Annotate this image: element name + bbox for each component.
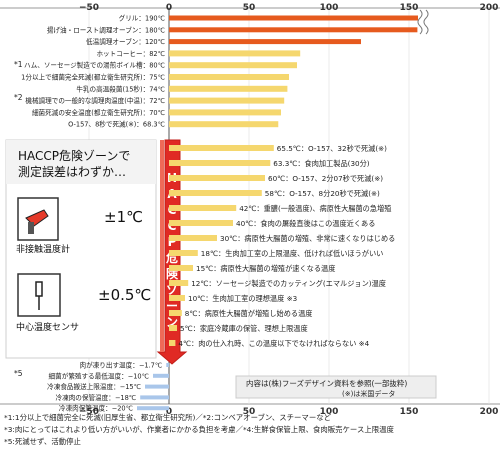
bar xyxy=(137,406,169,411)
noncontact-thermometer-icon xyxy=(17,197,59,241)
bar xyxy=(169,74,289,80)
bar xyxy=(169,50,301,57)
bar xyxy=(169,295,185,301)
bar-label: O-157、8秒で死滅(※)：68.3℃ xyxy=(68,120,165,129)
bar xyxy=(169,190,262,196)
bar xyxy=(169,15,427,21)
bar xyxy=(169,160,271,166)
bar-label: 低温調理オーブン：120℃ xyxy=(86,37,165,46)
x-tick-label: 50 xyxy=(243,407,256,417)
bar-label: 10℃：生肉加工室の理想温度 ※3 xyxy=(188,294,297,303)
bar xyxy=(169,85,288,92)
bar xyxy=(169,220,233,226)
bar-label: 5℃：家庭冷蔵庫の保管、理想上限温度 xyxy=(180,324,308,333)
bar xyxy=(169,109,281,116)
bar-label: 42℃：重膿(一般温度)、病原性大腸菌の急増殖 xyxy=(239,204,391,213)
footnote-3: *5:死滅せず、活動停止 xyxy=(4,437,81,446)
x-tick-labels: −50 −50 0 0 50 50 100 100 150 150 200 200 xyxy=(79,3,498,417)
x-tick-label: 50 xyxy=(243,3,256,13)
bar-label: 60℃：O-157、2分07秒で死滅(※) xyxy=(268,174,383,183)
bar-label: 1分以上で細菌完全死滅(都立衛生研究所)：75℃ xyxy=(21,73,165,82)
bar-label: 58℃：O-157、8分20秒で死滅(※) xyxy=(265,189,380,198)
core-accuracy: ±0.5℃ xyxy=(98,286,151,304)
x-tick-label: 150 xyxy=(400,407,419,417)
bar-label: 冷凍食品搬送上限温度：−15℃ xyxy=(47,382,141,391)
bars xyxy=(137,15,427,411)
x-tick-label: −50 xyxy=(79,407,99,417)
bar xyxy=(169,97,285,104)
bar-label: 細菌が繁殖する最低温度：−10℃ xyxy=(49,371,149,380)
core-name: 中心温度センサ xyxy=(16,321,79,333)
bar xyxy=(169,310,182,316)
bar-label: 機械調理での一般的な調理肉温度(中温)：72℃ xyxy=(25,96,165,105)
bar xyxy=(169,175,265,181)
noncontact-accuracy: ±1℃ xyxy=(104,208,143,226)
x-tick-label: −50 xyxy=(79,3,99,13)
bar-labels: グリル：190℃ 揚げ油・ロースト調理オーブン：180℃ 低温調理オーブン：120℃… xyxy=(21,14,395,413)
bar xyxy=(169,62,297,69)
bar-label: 63.3℃：食肉加工製品(30分) xyxy=(273,159,370,168)
bar-label: グリル：190℃ xyxy=(119,14,165,23)
bar xyxy=(166,363,169,367)
haccp-zone-char: ー xyxy=(166,299,178,313)
bar-label: 冷凍肉保管温度：−20℃ xyxy=(59,404,133,413)
bar xyxy=(169,205,237,211)
bar xyxy=(140,395,169,400)
bar xyxy=(169,280,189,286)
bar-label: 揚げ油・ロースト調理オーブン：180℃ xyxy=(47,25,165,34)
x-tick-label: 0 xyxy=(166,407,172,417)
bar xyxy=(169,39,361,45)
bar-label: 65.5℃：O-157、32秒で死滅(※) xyxy=(277,144,387,153)
bar xyxy=(169,235,217,241)
bar xyxy=(169,145,274,151)
x-tick-label: 100 xyxy=(320,3,339,13)
bar-label: 肉が凍り出す温度：−1.7℃ xyxy=(80,361,163,370)
x-tick-label: 100 xyxy=(320,407,339,417)
x-tick-label: 150 xyxy=(400,3,419,13)
bar xyxy=(169,340,176,346)
bar-label: 18℃：生肉加工室の上限温度、低ければ低いほうがいい xyxy=(201,249,384,258)
bar xyxy=(169,121,279,128)
x-tick-label: 0 xyxy=(166,3,172,13)
bar xyxy=(169,265,193,271)
x-tick-label: 200 xyxy=(480,407,499,417)
core-sensor-icon xyxy=(17,273,61,317)
source-line-2: (※)は米国データ xyxy=(342,389,395,398)
bar-label: 15℃：病原性大腸菌の増殖が速くなる温度 xyxy=(196,264,335,273)
bar xyxy=(153,373,169,378)
bar-label: 30℃：病原性大腸菌の増殖、非常に速くなりはじめる xyxy=(220,234,395,243)
x-tick-label: 200 xyxy=(480,3,499,13)
bar-label: ハム、ソーセージ製造での湯煎ボイル槽：80℃ xyxy=(24,61,165,70)
bar-label: 12℃：ソーセージ製造でのカッティング(エマルジョン)温度 xyxy=(191,279,386,288)
bar-label: 4℃：肉の仕入れ時、この温度以下でなければならない ※4 xyxy=(178,339,369,348)
bar-label: 40℃：食肉の屠殺直後はこの温度近くある xyxy=(236,219,375,228)
haccp-question-line2: 測定誤差はわずか… xyxy=(18,164,126,179)
note-star-2: *2 xyxy=(14,93,23,102)
haccp-zone-char: P xyxy=(168,235,177,249)
source-box: 内容は(株)フーズデザイン資料を参照(一部抜粋) (※)は米国データ xyxy=(235,375,437,399)
note-star-5: *5 xyxy=(14,369,23,378)
bar-label: 細菌死滅の安全温度(都立衛生研究所)：70℃ xyxy=(32,108,165,117)
bar-label: 8℃：病原性大腸菌が増殖し始める温度 xyxy=(185,309,313,318)
noncontact-name: 非接触温度計 xyxy=(16,243,70,255)
haccp-question-line1: HACCP危険ゾーンで xyxy=(18,149,130,163)
note-star-1: *1 xyxy=(14,60,23,69)
bar-label: 牛乳の高温殺菌(15秒)：74℃ xyxy=(76,84,165,93)
footnote-1: *1:1分以上で細菌完全に死滅(旧厚生省、都立衛生研究所)／*2:コンベアオーブ… xyxy=(4,413,332,422)
source-line-1: 内容は(株)フーズデザイン資料を参照(一部抜粋) xyxy=(246,378,407,388)
bar-label: 冷凍肉の保管温度：−18℃ xyxy=(56,393,137,402)
haccp-info-panel: HACCP危険ゾーンで 測定誤差はわずか… ±1℃ 非接触温度計 ±0.5℃ 中… xyxy=(5,139,157,359)
axis-break-marker xyxy=(417,9,429,36)
bar xyxy=(169,250,198,256)
bar xyxy=(145,384,169,389)
footnote-2: *3:肉にとってはこれより低い方がいいが、作業者にかかる負担を考慮／*4:生鮮食… xyxy=(4,425,395,434)
bar xyxy=(169,27,418,33)
bar xyxy=(169,325,177,331)
bar-label: ホットコーヒー：82℃ xyxy=(96,50,165,58)
